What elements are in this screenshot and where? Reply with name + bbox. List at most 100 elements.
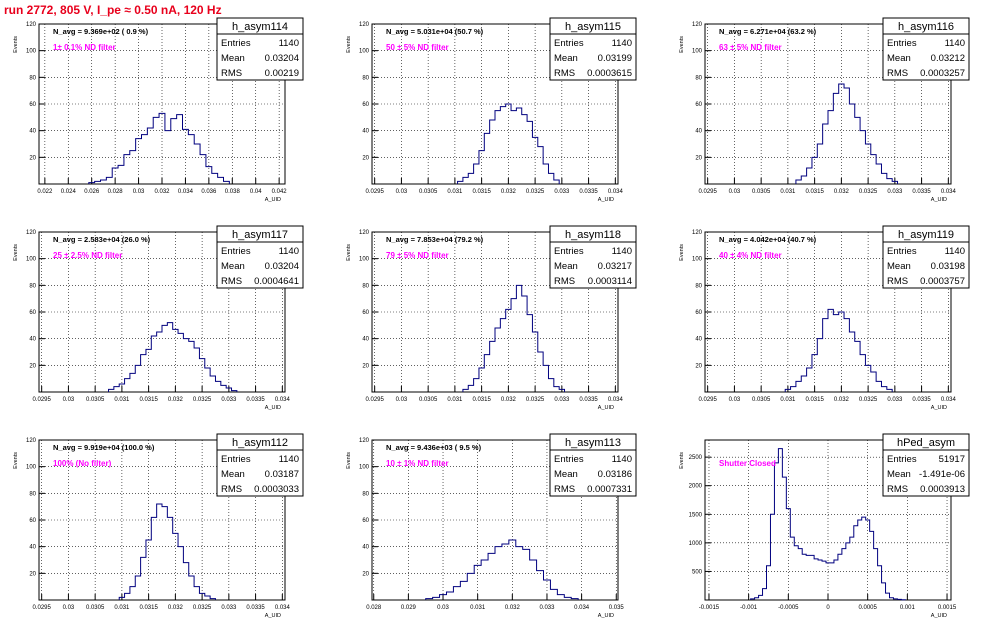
panel-h_asym113-xtick-label: 0.032 [505, 605, 521, 611]
panel-h_asym117-stats-value: 0.03204 [265, 261, 299, 272]
panel-hPed_asym-filter-label: Shutter Closed [719, 459, 776, 468]
panel-h_asym112-stats-value: 0.0003033 [254, 484, 299, 495]
panel-h_asym114-xtick-label: 0.022 [37, 189, 53, 195]
panel-h_asym115-stats-key: Entries [554, 38, 584, 49]
panel-h_asym112-xtick-label: 0.034 [275, 605, 291, 611]
panel-hPed_asym-ytick-label: 1500 [689, 512, 703, 518]
panel-h_asym116-xtick-label: 0.0325 [859, 189, 878, 195]
panel-h_asym117-ytick-label: 20 [29, 363, 36, 369]
panel-h_asym117-xlabel: A_UID [265, 405, 281, 411]
panel-h_asym114-ytick-label: 60 [29, 102, 36, 108]
panel-h_asym118-navg-label: N_avg = 7.853e+04 (79.2 %) [386, 235, 484, 244]
panel-h_asym119-xtick-label: 0.0295 [698, 397, 717, 403]
panel-h_asym117-xtick-label: 0.03 [63, 397, 75, 403]
panel-h_asym117-ytick-label: 40 [29, 337, 36, 343]
panel-h_asym114-stats-key: RMS [221, 68, 242, 79]
panel-h_asym114-histogram [88, 112, 230, 184]
panel-h_asym118-stats-box [549, 225, 637, 289]
panel-h_asym115-xtick-label: 0.034 [608, 189, 624, 195]
panel-h_asym119-xtick-label: 0.03 [729, 397, 741, 403]
panel-h_asym119-xtick-label: 0.0325 [859, 397, 878, 403]
panel-h_asym115-stats-value: 1140 [612, 38, 632, 49]
panel-h_asym116-xlabel: A_UID [931, 197, 947, 203]
panel-h_asym118-xtick-label: 0.033 [554, 397, 570, 403]
panel-hPed_asym-ytick-label: 2000 [689, 484, 703, 490]
panel-h_asym112-ytick-label: 40 [29, 545, 36, 551]
panel-h_asym112-ytick-label: 100 [26, 465, 37, 471]
panel-h_asym116-xtick-label: 0.0335 [912, 189, 931, 195]
panel-h_asym112-xtick-label: 0.0295 [32, 605, 51, 611]
panel-h_asym117-ytick-label: 60 [29, 310, 36, 316]
panel-h_asym112-stats-value: 1140 [279, 454, 299, 465]
panel-h_asym114-xtick-label: 0.026 [84, 189, 100, 195]
panel-h_asym114-stats-value: 0.00219 [265, 68, 299, 79]
panel-h_asym118-xtick-label: 0.0315 [472, 397, 491, 403]
panel-h_asym113-stats-key: Entries [554, 454, 584, 465]
panel-h_asym113-ytick-label: 40 [362, 545, 369, 551]
panel-h_asym112-navg-label: N_avg = 9.919e+04 (100.0 %) [53, 443, 155, 452]
panel-h_asym119-stats-value: 0.0003757 [920, 276, 965, 287]
panel-h_asym118-ytick-label: 60 [362, 310, 369, 316]
panel-h_asym112-filter-label: 100% (No filter) [53, 459, 112, 468]
panel-h_asym113-ytick-label: 120 [359, 438, 370, 444]
panel-hPed_asym-stats-value: 51917 [939, 454, 965, 465]
panel-h_asym118-xlabel: A_UID [598, 405, 614, 411]
panel-h_asym118-stats-value: 0.03217 [598, 261, 632, 272]
panel-h_asym119-stats-key: Entries [887, 246, 917, 257]
panel-h_asym118-xtick-label: 0.0305 [419, 397, 438, 403]
panel-h_asym117-stats-key: Mean [221, 261, 245, 272]
panel-h_asym114-xtick-label: 0.024 [61, 189, 77, 195]
panel-hPed_asym-stats-value: 0.0003913 [920, 484, 965, 495]
panel-h_asym118-xtick-label: 0.034 [608, 397, 624, 403]
panel-h_asym118-stats-key: Mean [554, 261, 578, 272]
panel-h_asym116-ytick-label: 60 [695, 102, 702, 108]
panel-h_asym113-navg-label: N_avg = 9.436e+03 ( 9.5 %) [386, 443, 482, 452]
panel-h_asym113-ytick-label: 20 [362, 571, 369, 577]
panel-h_asym113-xtick-label: 0.03 [437, 605, 449, 611]
panel-h_asym119-xtick-label: 0.0315 [805, 397, 824, 403]
panel-hPed_asym-ytick-label: 500 [692, 569, 703, 575]
panel-h_asym113-xtick-label: 0.028 [366, 605, 382, 611]
panel-h_asym114-xtick-label: 0.028 [108, 189, 124, 195]
panel-h_asym115-ytick-label: 80 [362, 75, 369, 81]
panel-h_asym116-ytick-label: 100 [692, 49, 703, 55]
panel-h_asym112-stats-key: Mean [221, 469, 245, 480]
panel-h_asym113-xtick-label: 0.033 [539, 605, 555, 611]
panel-h_asym115-stats-title: h_asym115 [565, 21, 621, 33]
panel-h_asym113-stats-key: Mean [554, 469, 578, 480]
panel-h_asym115-ytick-label: 40 [362, 129, 369, 135]
panel-h_asym113-ytick-label: 80 [362, 491, 369, 497]
panel-h_asym113-xtick-label: 0.035 [609, 605, 625, 611]
panel-h_asym118-xtick-label: 0.0335 [579, 397, 598, 403]
panel-h_asym114-ylabel: Events [13, 36, 19, 53]
panel-h_asym117-navg-label: N_avg = 2.583e+04 (26.0 %) [53, 235, 151, 244]
panel-h_asym118-filter-label: 79 ± 5% ND filter [386, 251, 449, 260]
panel-h_asym119-stats-key: RMS [887, 276, 908, 287]
panel-h_asym116-stats-key: Entries [887, 38, 917, 49]
panel-h_asym113-histogram [425, 539, 579, 600]
panel-h_asym118-xtick-label: 0.0325 [526, 397, 545, 403]
panel-h_asym115-stats-value: 0.0003615 [587, 68, 632, 79]
panel-h_asym117-stats-key: RMS [221, 276, 242, 287]
panel-h_asym112-ytick-label: 60 [29, 518, 36, 524]
panel-hPed_asym-ytick-label: 2500 [689, 455, 703, 461]
panel-hPed_asym-stats-value: -1.491e-06 [919, 469, 965, 480]
panel-hPed_asym-stats-key: Entries [887, 454, 917, 465]
panel-h_asym114-ytick-label: 20 [29, 155, 36, 161]
panel-h_asym115-stats-value: 0.03199 [598, 53, 632, 64]
panel-h_asym118-ylabel: Events [346, 244, 352, 261]
panel-h_asym112-xtick-label: 0.0335 [246, 605, 265, 611]
panel-h_asym119-filter-label: 40 ± 4% ND filter [719, 251, 782, 260]
panel-h_asym118-stats-value: 0.0003114 [588, 276, 632, 287]
panel-h_asym117-ytick-label: 120 [26, 230, 37, 236]
panel-h_asym115-xtick-label: 0.03 [396, 189, 408, 195]
panel-h_asym115-stats-key: Mean [554, 53, 578, 64]
panel-h_asym117-xtick-label: 0.0305 [86, 397, 105, 403]
panel-h_asym113-xtick-label: 0.034 [574, 605, 590, 611]
panel-h_asym115-xlabel: A_UID [598, 197, 614, 203]
panel-h_asym116-xtick-label: 0.032 [834, 189, 850, 195]
panel-h_asym116-ytick-label: 40 [695, 129, 702, 135]
panel-h_asym112-ylabel: Events [13, 452, 19, 469]
panel-h_asym116-stats-key: Mean [887, 53, 911, 64]
